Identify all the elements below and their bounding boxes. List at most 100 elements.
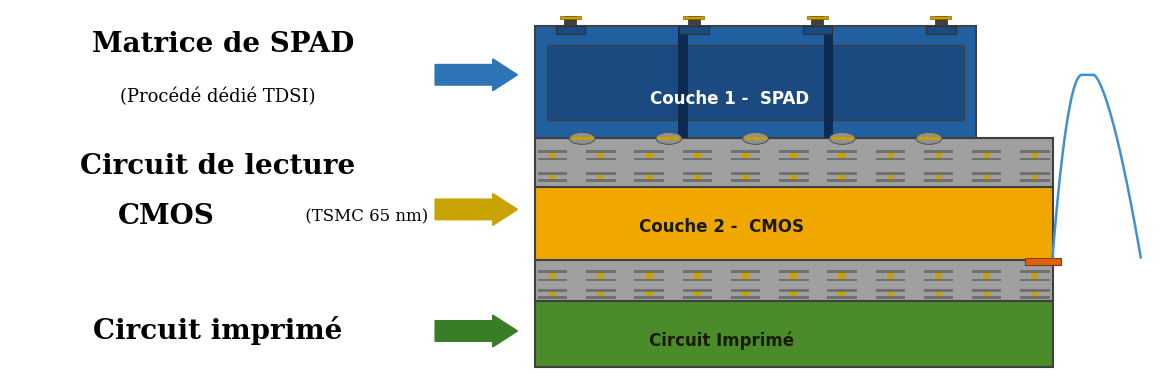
Bar	[935, 153, 942, 160]
Bar	[971, 179, 1002, 182]
Bar	[564, 16, 576, 26]
Text: Couche 2 -  CMOS: Couche 2 - CMOS	[639, 218, 804, 236]
Bar	[730, 270, 760, 273]
Bar	[838, 292, 846, 299]
Bar	[875, 172, 906, 175]
Bar	[537, 296, 567, 299]
Bar	[1021, 270, 1050, 273]
Bar	[875, 158, 906, 160]
Bar	[646, 153, 653, 160]
Bar	[887, 175, 894, 182]
Bar	[535, 260, 1053, 301]
Bar	[887, 292, 894, 299]
Bar	[1021, 279, 1050, 281]
Bar	[597, 153, 604, 160]
Bar	[971, 279, 1002, 281]
Bar	[742, 273, 749, 281]
Bar	[828, 179, 856, 182]
Bar	[682, 289, 711, 292]
Bar	[682, 270, 711, 273]
Bar	[924, 279, 953, 281]
Bar	[918, 137, 940, 140]
Bar	[635, 172, 663, 175]
Bar	[838, 273, 846, 281]
Bar	[924, 158, 953, 160]
Bar	[780, 296, 809, 299]
Bar	[547, 45, 964, 120]
Bar	[780, 172, 809, 175]
Bar	[682, 158, 711, 160]
Bar	[811, 16, 823, 26]
Bar	[586, 172, 616, 175]
Ellipse shape	[743, 132, 769, 144]
Bar	[887, 153, 894, 160]
Bar	[742, 153, 749, 160]
Bar	[730, 172, 760, 175]
Bar	[924, 270, 953, 273]
Bar	[730, 150, 760, 153]
Bar	[971, 270, 1002, 273]
Bar	[746, 137, 767, 140]
Bar	[659, 137, 680, 140]
Bar	[930, 16, 951, 19]
Bar	[549, 153, 556, 160]
Bar	[635, 270, 663, 273]
Bar	[586, 279, 616, 281]
Bar	[635, 158, 663, 160]
Bar	[983, 175, 990, 182]
Bar	[646, 273, 653, 281]
Bar	[875, 150, 906, 153]
Text: (TSMC 65 nm): (TSMC 65 nm)	[300, 208, 428, 226]
Bar	[924, 296, 953, 299]
Bar	[572, 137, 593, 140]
Bar	[1031, 273, 1038, 281]
Text: Circuit imprimé: Circuit imprimé	[93, 316, 342, 346]
Bar	[1021, 158, 1050, 160]
Bar	[1025, 258, 1061, 265]
Bar	[875, 296, 906, 299]
Bar	[790, 175, 797, 182]
Bar	[688, 16, 700, 26]
Bar	[535, 301, 1053, 367]
Bar	[790, 292, 797, 299]
Bar	[694, 273, 701, 281]
Bar	[535, 187, 1053, 260]
Bar	[635, 279, 663, 281]
FancyArrow shape	[435, 59, 517, 91]
Bar	[680, 26, 708, 34]
Bar	[828, 296, 856, 299]
Bar	[537, 158, 567, 160]
Bar	[828, 158, 856, 160]
Bar	[730, 296, 760, 299]
FancyArrow shape	[435, 315, 517, 347]
Bar	[682, 296, 711, 299]
Bar	[828, 150, 856, 153]
Bar	[535, 26, 976, 138]
Bar	[682, 150, 711, 153]
Bar	[635, 289, 663, 292]
Bar	[694, 153, 701, 160]
Bar	[1031, 153, 1038, 160]
Bar	[586, 289, 616, 292]
Bar	[586, 179, 616, 182]
Bar	[535, 138, 1053, 187]
Bar	[887, 273, 894, 281]
Bar	[742, 175, 749, 182]
Ellipse shape	[569, 132, 595, 144]
Ellipse shape	[656, 132, 682, 144]
Bar	[537, 179, 567, 182]
Bar	[823, 26, 833, 138]
Bar	[537, 289, 567, 292]
Bar	[682, 179, 711, 182]
Ellipse shape	[829, 132, 855, 144]
Bar	[935, 175, 942, 182]
Bar	[555, 26, 584, 34]
Bar	[646, 175, 653, 182]
Bar	[971, 158, 1002, 160]
FancyArrow shape	[435, 193, 517, 226]
Bar	[537, 270, 567, 273]
Bar	[790, 153, 797, 160]
Bar	[828, 289, 856, 292]
Bar	[780, 158, 809, 160]
Bar	[586, 270, 616, 273]
